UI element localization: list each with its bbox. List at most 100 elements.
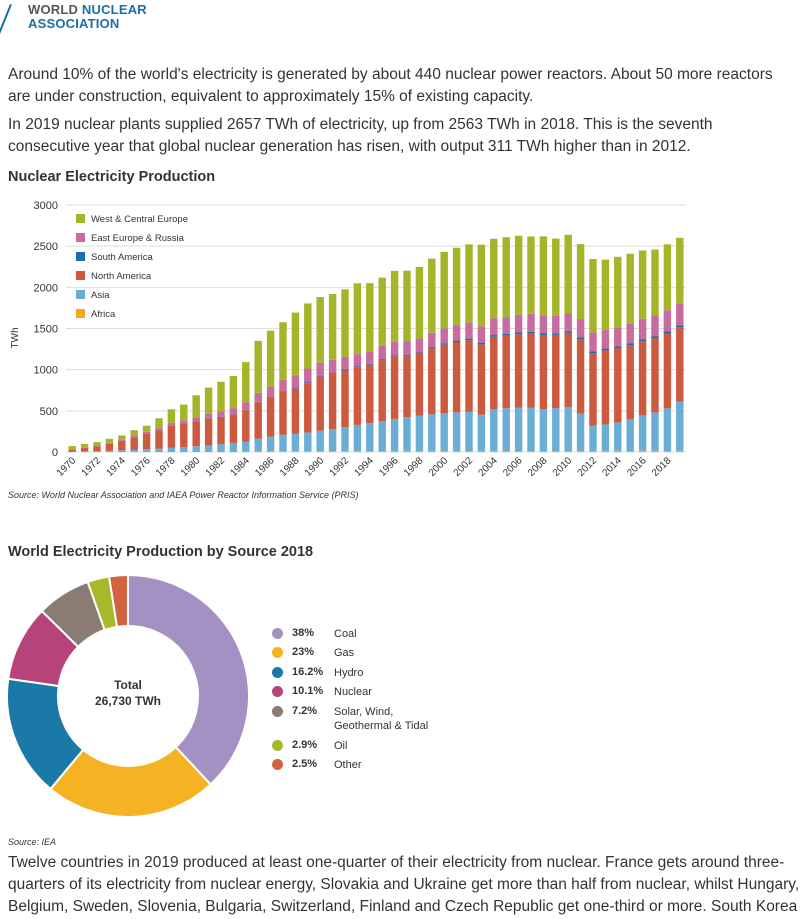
bar-segment (477, 342, 486, 345)
bar-segment (167, 425, 176, 448)
bar-segment (304, 303, 312, 369)
bar-segment (440, 328, 448, 344)
bar-segment (651, 249, 659, 316)
bar-segment (564, 234, 572, 314)
intro-paragraph-1: Around 10% of the world's electricity is… (8, 66, 773, 105)
bar-segment (304, 432, 312, 452)
bar-segment (452, 247, 461, 326)
x-tick-label: 1990 (303, 455, 327, 479)
bar-segment (527, 236, 535, 314)
bar-segment (440, 450, 448, 452)
donut-slice (107, 573, 129, 629)
bar-segment (552, 408, 560, 452)
bar-segment (626, 345, 634, 420)
bar-segment (378, 359, 386, 361)
bar-segment (452, 340, 461, 343)
bar-segment (155, 448, 163, 452)
bar-segment (353, 354, 362, 367)
bar-segment (614, 327, 622, 347)
legend-percent: 38% (292, 627, 315, 639)
bar-segment (378, 421, 386, 452)
x-tick-label: 1984 (228, 455, 252, 479)
bar-segment (663, 310, 672, 332)
bar-segment (130, 449, 138, 452)
bar-segment (465, 322, 473, 339)
bar-segment (93, 442, 101, 446)
bar-segment (564, 406, 572, 452)
bar-segment (242, 402, 250, 410)
bar-segment (266, 330, 275, 387)
bar-segment (452, 342, 461, 413)
bar-segment (304, 382, 312, 384)
bar-segment (490, 238, 498, 319)
intro-paragraph-2: In 2019 nuclear plants supplied 2657 TWh… (8, 116, 713, 155)
y-tick-label: 2500 (34, 241, 58, 253)
legend-label: Coal (334, 628, 357, 640)
bar-segment (514, 332, 523, 335)
bar-segment (676, 237, 684, 304)
bar-segment (254, 402, 262, 439)
bar-segment (614, 348, 622, 423)
bar-segment (390, 451, 399, 452)
bar-segment (676, 401, 684, 451)
bar-segment (403, 341, 411, 356)
bar-segment (316, 377, 324, 431)
bar-segment (626, 343, 634, 346)
bar-segment (316, 362, 324, 377)
bar-segment (601, 259, 610, 331)
bar-segment (353, 424, 362, 452)
bar-segment (279, 379, 287, 392)
bar-segment (328, 429, 337, 452)
bar-segment (167, 409, 176, 423)
bar-segment (663, 333, 672, 409)
pie-chart-title: World Electricity Production by Source 2… (8, 544, 314, 560)
legend-label: Other (334, 759, 362, 771)
bar-segment (502, 333, 510, 336)
bar-segment (452, 412, 461, 452)
logo-line2: ASSOCIATION (28, 16, 120, 31)
bar-segment (254, 340, 262, 393)
x-tick-label: 2014 (600, 455, 624, 479)
bar-segment (676, 450, 684, 452)
x-tick-label: 1974 (104, 455, 128, 479)
bar-segment (440, 413, 448, 451)
bar-segment (514, 451, 523, 452)
bar-segment (403, 356, 411, 418)
bar-segment (242, 410, 250, 442)
legend-dot (272, 647, 283, 658)
bar-segment (589, 259, 597, 333)
bar-segment (229, 408, 238, 415)
bar-segment (105, 443, 114, 451)
legend-label: East Europe & Russia (91, 233, 185, 244)
outro-paragraph: Twelve countries in 2019 produced at lea… (8, 854, 800, 915)
bar-segment (415, 266, 424, 339)
bar-segment (80, 443, 89, 448)
bar-segment (142, 449, 151, 452)
bar-segment (328, 294, 337, 360)
bar-segment (204, 387, 213, 414)
wna-logo[interactable]: WORLD NUCLEAR ASSOCIATION (0, 0, 208, 52)
bar-segment (651, 336, 659, 339)
bar-segment (229, 442, 238, 452)
x-tick-label: 1992 (328, 455, 352, 479)
y-axis-label: TWh (10, 327, 21, 348)
bar-segment (552, 333, 560, 335)
bar-segment (589, 425, 597, 452)
bar-segment (192, 446, 200, 452)
bar-segment (601, 348, 610, 351)
bar-segment (341, 369, 349, 371)
x-tick-label: 2002 (452, 455, 476, 479)
bar-segment (576, 450, 585, 452)
legend-percent: 23% (292, 646, 315, 658)
legend-swatch (76, 214, 85, 223)
bar-segment (465, 338, 473, 341)
bar-segment (428, 258, 436, 333)
bar-segment (341, 356, 349, 370)
bar-segment (366, 283, 374, 352)
logo-line1: WORLD NUCLEAR (28, 2, 147, 17)
x-tick-label: 2008 (526, 455, 550, 479)
bar-segment (576, 413, 585, 451)
bar-segment (514, 314, 523, 333)
bar-segment (465, 411, 473, 452)
bar-segment (626, 253, 634, 324)
